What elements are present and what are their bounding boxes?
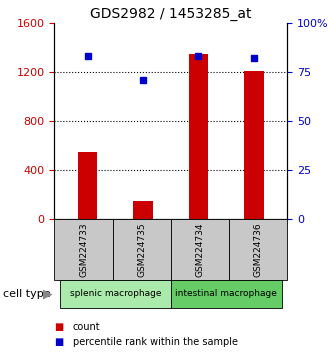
Bar xyxy=(244,71,264,219)
Text: GSM224735: GSM224735 xyxy=(137,222,146,277)
Text: ▶: ▶ xyxy=(43,287,52,300)
Title: GDS2982 / 1453285_at: GDS2982 / 1453285_at xyxy=(90,7,251,21)
Text: cell type: cell type xyxy=(3,289,51,299)
Bar xyxy=(133,201,153,219)
Text: ■: ■ xyxy=(54,337,64,347)
Text: GSM224736: GSM224736 xyxy=(253,222,263,277)
Text: ■: ■ xyxy=(54,322,64,332)
Text: GSM224733: GSM224733 xyxy=(79,222,88,277)
Bar xyxy=(189,54,208,219)
Text: splenic macrophage: splenic macrophage xyxy=(70,289,161,298)
Bar xyxy=(78,152,97,219)
Text: percentile rank within the sample: percentile rank within the sample xyxy=(73,337,238,347)
Text: count: count xyxy=(73,322,100,332)
Text: GSM224734: GSM224734 xyxy=(195,222,204,277)
Text: intestinal macrophage: intestinal macrophage xyxy=(175,289,277,298)
